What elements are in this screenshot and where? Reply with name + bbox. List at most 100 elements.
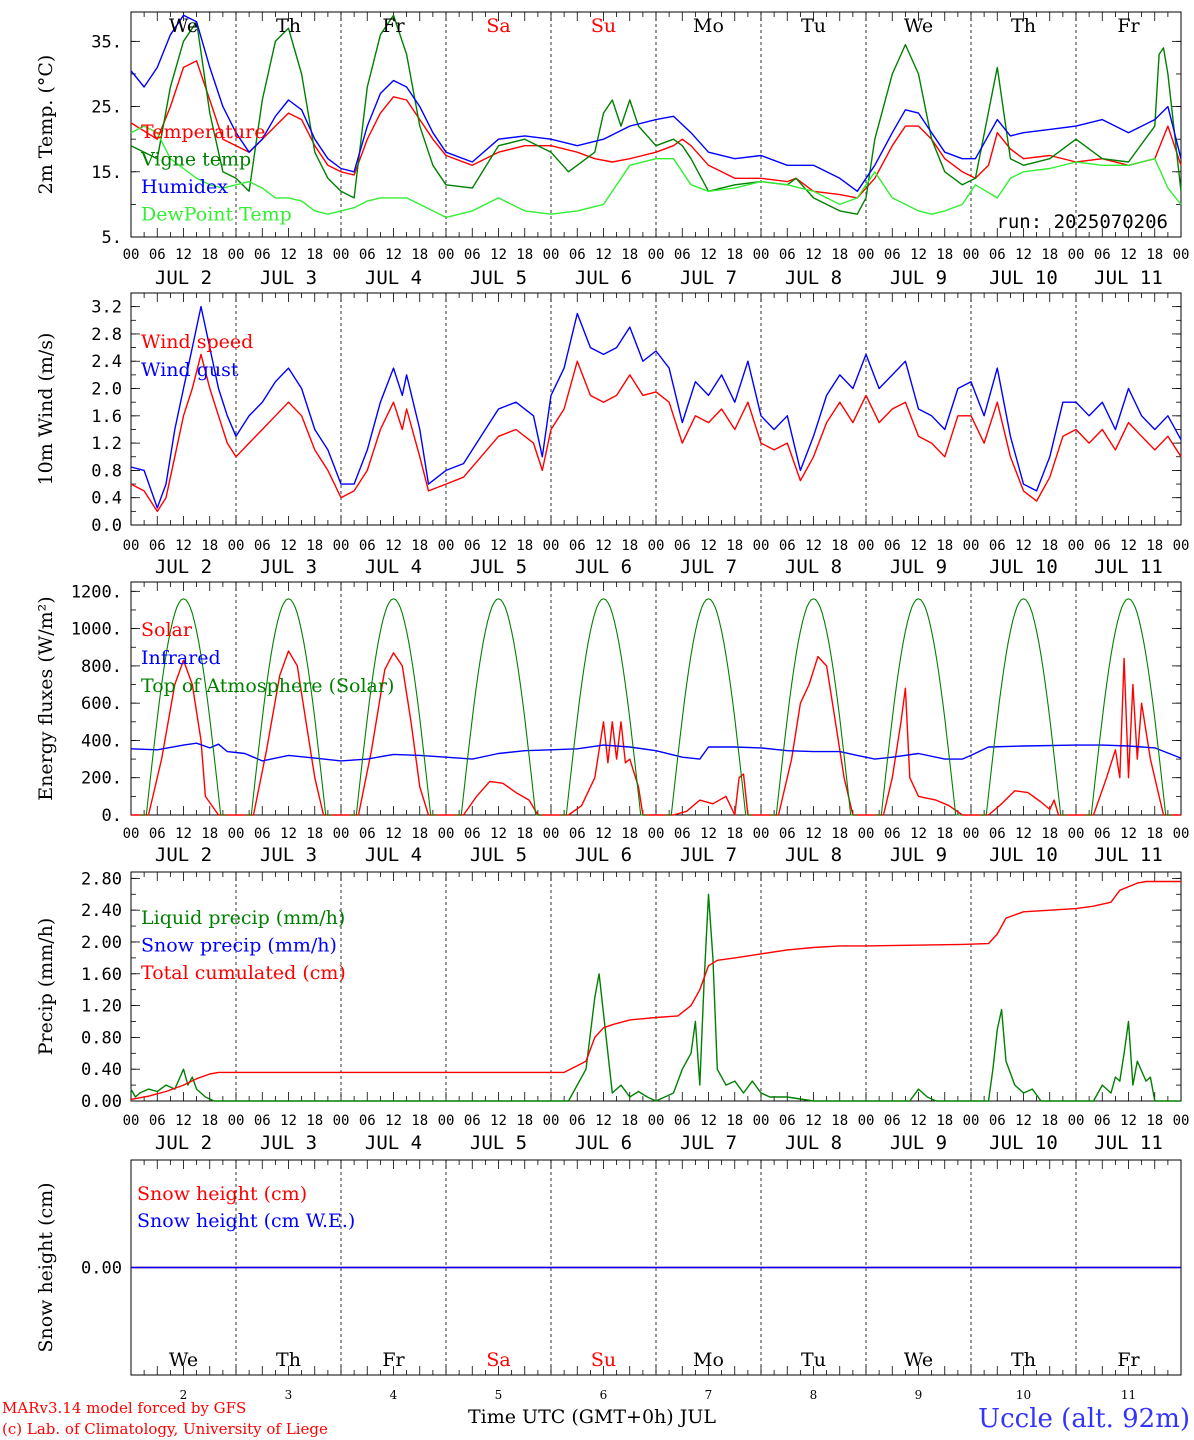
- x-tick-label: 00: [123, 1113, 140, 1129]
- legend-entry: Total cumulated (cm): [141, 962, 346, 984]
- y-tick-label: 400.: [81, 731, 122, 751]
- y-tick-label: 1.60: [81, 965, 122, 985]
- x-tick-label: 00: [963, 538, 980, 554]
- x-tick-label: 12: [490, 826, 507, 842]
- x-tick-label: 06: [359, 538, 376, 554]
- x-tick-label: 00: [543, 538, 560, 554]
- y-axis-title: 2m Temp. (°C): [35, 55, 57, 195]
- x-tick-label: 18: [1146, 247, 1163, 263]
- x-tick-label: 06: [884, 826, 901, 842]
- y-tick-label: 1.20: [81, 997, 122, 1017]
- x-tick-label: 00: [438, 826, 455, 842]
- x-tick-label: 12: [385, 1113, 402, 1129]
- x-tick-label: 12: [385, 247, 402, 263]
- x-tick-label: 06: [674, 826, 691, 842]
- x-tick-label: 12: [385, 538, 402, 554]
- x-tick-label: 12: [595, 538, 612, 554]
- x-tick-label: 18: [936, 1113, 953, 1129]
- location-label: Uccle (alt. 92m): [978, 1404, 1190, 1434]
- series-line-top-of-atmosphere: [979, 598, 1068, 816]
- x-tick-label: 18: [726, 826, 743, 842]
- x-tick-label: 00: [333, 826, 350, 842]
- legend-entry: Snow height (cm): [137, 1183, 307, 1205]
- x-tick-label: 06: [674, 1113, 691, 1129]
- y-tick-label: 1000.: [71, 620, 122, 640]
- day-number-label: 3: [285, 1388, 293, 1402]
- weekday-label: We: [904, 15, 933, 37]
- x-tick-label: 12: [910, 538, 927, 554]
- panel-labels: 5. 15. 25. 35. 2m Temp. (°C) 00 06 12 18 00 06 12 18…: [35, 15, 1189, 1402]
- x-day-label: JUL 3: [260, 267, 317, 289]
- y-axis-title: Snow height (cm): [35, 1182, 57, 1352]
- x-tick-label: 18: [936, 247, 953, 263]
- x-day-label: JUL 11: [1094, 844, 1163, 866]
- x-tick-label: 00: [333, 538, 350, 554]
- weekday-label: Tu: [801, 15, 826, 37]
- x-tick-label: 12: [1120, 826, 1137, 842]
- legend-entry: Infrared: [141, 647, 221, 669]
- y-axis-title: Energy fluxes (W/m²): [35, 596, 57, 800]
- x-tick-label: 06: [779, 826, 796, 842]
- series-line-dewpoint-temp: [130, 125, 1182, 219]
- x-day-label: JUL 9: [890, 1132, 947, 1154]
- x-tick-label: 12: [595, 826, 612, 842]
- x-tick-label: 00: [228, 826, 245, 842]
- day-number-label: 7: [705, 1388, 713, 1402]
- x-day-label: JUL 6: [575, 844, 632, 866]
- series-lines: [130, 14, 1182, 1269]
- x-tick-label: 06: [1094, 538, 1111, 554]
- x-day-label: JUL 5: [470, 267, 527, 289]
- x-tick-label: 06: [779, 247, 796, 263]
- x-day-label: JUL 4: [365, 267, 422, 289]
- x-tick-label: 18: [621, 538, 638, 554]
- x-tick-label: 06: [254, 1113, 271, 1129]
- y-tick-label: 0.0: [91, 516, 122, 536]
- y-tick-label: 1200.: [71, 582, 122, 602]
- x-tick-label: 18: [726, 1113, 743, 1129]
- x-tick-label: 00: [228, 1113, 245, 1129]
- x-tick-label: 00: [123, 826, 140, 842]
- y-tick-label: 200.: [81, 769, 122, 789]
- legend-entry: Snow height (cm W.E.): [137, 1210, 355, 1232]
- x-tick-label: 00: [753, 826, 770, 842]
- x-tick-label: 18: [201, 826, 218, 842]
- series-line-liquid-precip-mm-h-: [130, 893, 1181, 1102]
- x-tick-label: 06: [254, 538, 271, 554]
- legend-entry: Snow precip (mm/h): [141, 935, 337, 957]
- y-tick-label: 0.80: [81, 1028, 122, 1048]
- x-tick-label: 18: [1146, 1113, 1163, 1129]
- x-tick-label: 06: [884, 538, 901, 554]
- y-tick-label: 2.8: [91, 325, 122, 345]
- x-tick-label: 06: [779, 538, 796, 554]
- x-tick-label: 06: [989, 247, 1006, 263]
- y-tick-label: 3.2: [91, 298, 122, 318]
- x-tick-label: 00: [963, 247, 980, 263]
- x-tick-label: 12: [490, 1113, 507, 1129]
- x-tick-label: 12: [175, 538, 192, 554]
- series-line-humidex: [130, 14, 1182, 193]
- x-tick-label: 06: [884, 247, 901, 263]
- x-day-label: JUL 2: [155, 556, 212, 578]
- x-day-label: JUL 7: [680, 844, 737, 866]
- x-tick-label: 18: [201, 1113, 218, 1129]
- weekday-label: Th: [1011, 1349, 1036, 1371]
- x-tick-label: 18: [621, 826, 638, 842]
- x-tick-label: 00: [333, 1113, 350, 1129]
- x-tick-label: 18: [936, 826, 953, 842]
- x-tick-label: 00: [543, 247, 560, 263]
- y-tick-label: 0.: [102, 806, 122, 826]
- y-tick-label: 15.: [91, 163, 122, 183]
- x-tick-label: 12: [280, 1113, 297, 1129]
- weekday-label: Th: [276, 1349, 301, 1371]
- x-tick-label: 00: [648, 1113, 665, 1129]
- series-line-solar: [131, 650, 1181, 816]
- x-tick-label: 00: [123, 538, 140, 554]
- x-tick-label: 12: [1015, 247, 1032, 263]
- x-tick-label: 18: [1041, 247, 1058, 263]
- x-tick-label: 18: [516, 538, 533, 554]
- x-day-label: JUL 10: [989, 267, 1058, 289]
- legend-entry: DewPoint Temp: [141, 204, 292, 226]
- x-tick-label: 18: [1146, 826, 1163, 842]
- x-day-label: JUL 9: [890, 267, 947, 289]
- x-day-label: JUL 4: [365, 556, 422, 578]
